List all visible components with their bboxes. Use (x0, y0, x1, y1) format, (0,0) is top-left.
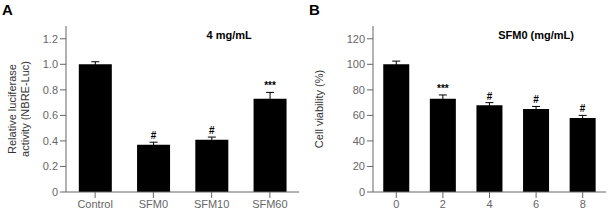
svg-text:#: # (151, 130, 157, 141)
svg-text:40: 40 (353, 135, 365, 147)
svg-text:#: # (487, 91, 493, 102)
svg-text:Control: Control (77, 198, 112, 210)
svg-text:2: 2 (440, 198, 446, 210)
html-text:4 mg/mL: 4 mg/mL (206, 29, 252, 41)
svg-text:***: *** (437, 83, 449, 94)
svg-text:0.8: 0.8 (43, 84, 58, 96)
svg-text:SFM10: SFM10 (194, 198, 229, 210)
svg-text:80: 80 (353, 84, 365, 96)
svg-text:1.0: 1.0 (43, 58, 58, 70)
svg-text:0.2: 0.2 (43, 160, 58, 172)
html-text:B: B (309, 1, 320, 18)
svg-text:20: 20 (353, 160, 365, 172)
svg-text:#: # (209, 125, 215, 136)
html-text:SFM0 (mg/mL): SFM0 (mg/mL) (498, 29, 574, 41)
svg-text:4: 4 (486, 198, 492, 210)
svg-text:0.6: 0.6 (43, 109, 58, 121)
svg-text:8: 8 (580, 198, 586, 210)
svg-text:Relative luciferaseactivity (N: Relative luciferaseactivity (NBRE-Luc) (8, 61, 31, 157)
html-text:A: A (2, 1, 13, 18)
svg-text:100: 100 (347, 58, 365, 70)
svg-text:0: 0 (393, 198, 399, 210)
svg-text:SFM60: SFM60 (252, 198, 287, 210)
svg-text:SFM0: SFM0 (139, 198, 168, 210)
svg-text:6: 6 (533, 198, 539, 210)
svg-text:#: # (533, 94, 539, 105)
svg-text:0.4: 0.4 (43, 135, 58, 147)
svg-text:60: 60 (353, 109, 365, 121)
svg-text:0: 0 (52, 186, 58, 198)
svg-text:#: # (580, 103, 586, 114)
svg-text:120: 120 (347, 33, 365, 45)
svg-text:***: *** (264, 80, 276, 91)
svg-text:1.2: 1.2 (43, 33, 58, 45)
svg-text:Cell viability (%): Cell viability (%) (313, 70, 325, 148)
svg-text:0: 0 (359, 186, 365, 198)
